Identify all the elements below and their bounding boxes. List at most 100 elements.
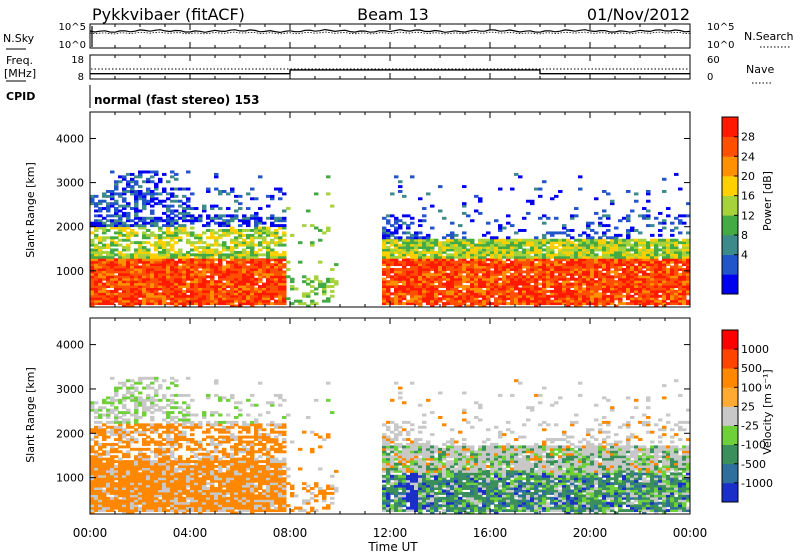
range-cell — [158, 384, 163, 388]
range-cell — [134, 389, 139, 392]
range-cell — [210, 219, 215, 223]
range-cell — [554, 280, 559, 284]
range-cell — [382, 258, 387, 262]
range-cell — [186, 268, 191, 271]
range-cell — [122, 246, 127, 249]
range-cell — [174, 302, 179, 306]
range-cell — [230, 214, 235, 218]
range-cell — [246, 289, 251, 293]
range-cell — [510, 282, 515, 286]
range-cell — [178, 199, 183, 203]
range-cell — [406, 224, 411, 228]
range-cell — [534, 304, 539, 308]
range-cell — [94, 297, 99, 301]
range-cell — [170, 482, 175, 486]
range-cell — [486, 280, 491, 284]
range-cell — [550, 272, 555, 276]
range-cell — [530, 270, 535, 274]
range-cell — [398, 270, 403, 274]
range-cell — [594, 241, 599, 245]
range-cell — [122, 175, 127, 179]
range-cell — [478, 260, 483, 264]
range-cell — [238, 280, 243, 284]
range-cell — [122, 280, 127, 284]
range-cell — [650, 287, 655, 291]
range-cell — [110, 302, 115, 306]
range-cell — [486, 294, 491, 298]
range-cell — [266, 231, 271, 235]
range-cell — [626, 229, 631, 232]
range-cell — [182, 231, 187, 235]
range-cell — [422, 219, 427, 223]
range-cell — [234, 258, 239, 262]
range-cell — [498, 302, 503, 306]
range-cell — [130, 460, 135, 464]
range-cell — [686, 282, 691, 286]
range-cell — [618, 297, 623, 301]
range-cell — [634, 292, 639, 296]
range-cell — [430, 238, 435, 242]
range-cell — [202, 265, 207, 269]
range-cell — [166, 411, 171, 415]
range-cell — [126, 294, 131, 298]
range-cell — [102, 226, 107, 230]
range-cell — [178, 393, 183, 397]
range-cell — [222, 255, 227, 259]
range-cell — [166, 467, 171, 471]
range-cell — [146, 484, 151, 488]
range-cell — [146, 494, 151, 498]
range-cell — [166, 270, 171, 274]
range-cell — [422, 243, 427, 247]
range-cell — [198, 236, 203, 240]
range-cell — [382, 255, 387, 259]
range-cell — [174, 442, 179, 446]
range-cell — [182, 214, 187, 218]
range-cell — [266, 263, 271, 267]
range-cell — [422, 272, 427, 276]
range-cell — [114, 219, 119, 223]
range-cell — [150, 411, 155, 415]
range-cell — [194, 253, 199, 257]
range-cell — [458, 277, 463, 281]
range-cell — [178, 482, 183, 486]
range-cell — [530, 263, 535, 267]
range-cell — [134, 209, 139, 213]
range-cell — [146, 423, 151, 427]
range-cell — [178, 442, 183, 446]
range-cell — [90, 445, 95, 449]
range-cell — [470, 292, 475, 296]
range-cell — [170, 248, 175, 252]
colorbar-swatch — [722, 274, 738, 295]
range-cell — [134, 406, 139, 410]
range-cell — [134, 447, 139, 451]
range-cell — [150, 277, 155, 281]
range-cell — [270, 302, 275, 306]
range-cell — [162, 272, 167, 276]
range-cell — [126, 236, 131, 240]
range-cell — [162, 501, 167, 505]
range-cell — [686, 260, 691, 264]
range-cell — [170, 467, 175, 471]
range-cell — [134, 469, 139, 473]
range-cell — [182, 460, 187, 464]
range-cell — [118, 299, 123, 303]
range-cell — [518, 287, 523, 291]
range-cell — [422, 268, 427, 271]
range-cell — [510, 253, 515, 257]
range-cell — [166, 496, 171, 500]
range-cell — [178, 474, 183, 478]
range-cell — [186, 460, 191, 464]
range-cell — [214, 250, 219, 254]
range-cell — [578, 302, 583, 306]
range-cell — [242, 268, 247, 271]
range-cell — [130, 187, 135, 191]
range-cell — [94, 472, 99, 476]
range-cell — [158, 292, 163, 296]
range-cell — [182, 255, 187, 259]
colorbar-tick-label: 28 — [741, 131, 755, 144]
range-cell — [586, 255, 591, 259]
range-cell — [654, 297, 659, 301]
range-cell — [214, 187, 219, 191]
range-cell — [602, 282, 607, 286]
range-cell — [98, 221, 103, 225]
